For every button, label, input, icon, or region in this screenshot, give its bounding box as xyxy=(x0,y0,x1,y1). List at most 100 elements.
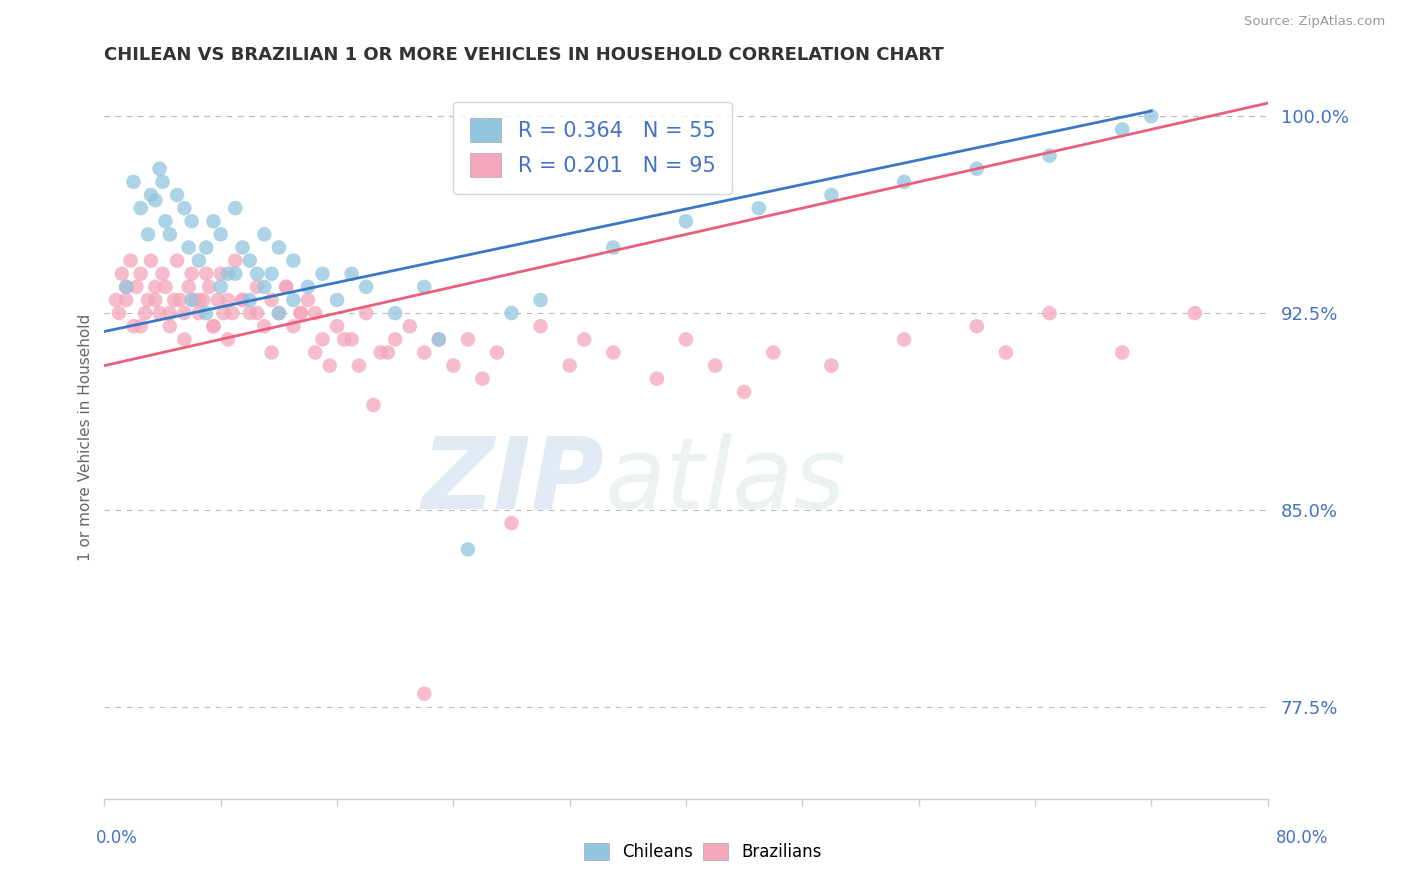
Point xyxy=(893,175,915,189)
Point xyxy=(253,280,276,294)
Point xyxy=(173,332,195,346)
Point xyxy=(173,201,195,215)
Point xyxy=(209,280,232,294)
Point xyxy=(231,240,253,254)
Text: ZIP: ZIP xyxy=(422,433,605,530)
Text: CHILEAN VS BRAZILIAN 1 OR MORE VEHICLES IN HOUSEHOLD CORRELATION CHART: CHILEAN VS BRAZILIAN 1 OR MORE VEHICLES … xyxy=(104,46,945,64)
Point xyxy=(370,345,392,359)
Point xyxy=(1111,122,1133,136)
Point xyxy=(239,293,262,307)
Point xyxy=(283,319,305,334)
Point xyxy=(115,280,138,294)
Point xyxy=(260,293,283,307)
Text: atlas: atlas xyxy=(605,433,846,530)
Point xyxy=(183,293,205,307)
Point xyxy=(326,293,349,307)
Point xyxy=(413,345,436,359)
Point xyxy=(354,280,377,294)
Point xyxy=(398,319,420,334)
Point xyxy=(304,306,326,320)
Point xyxy=(333,332,356,346)
Point xyxy=(129,201,152,215)
Point xyxy=(1038,148,1060,162)
Point xyxy=(163,293,186,307)
Point xyxy=(377,345,399,359)
Point xyxy=(217,293,239,307)
Point xyxy=(177,240,200,254)
Point xyxy=(149,306,172,320)
Point xyxy=(246,306,269,320)
Point xyxy=(574,332,596,346)
Point xyxy=(195,267,218,281)
Point xyxy=(115,293,138,307)
Point xyxy=(820,188,842,202)
Point xyxy=(253,319,276,334)
Point xyxy=(260,345,283,359)
Point xyxy=(129,319,152,334)
Point xyxy=(231,293,253,307)
Point xyxy=(340,332,363,346)
Point xyxy=(180,293,202,307)
Legend: Chileans, Brazilians: Chileans, Brazilians xyxy=(578,836,828,868)
Point xyxy=(173,306,195,320)
Point xyxy=(384,306,406,320)
Point xyxy=(413,687,436,701)
Point xyxy=(193,293,215,307)
Text: 0.0%: 0.0% xyxy=(96,829,138,847)
Point xyxy=(276,280,298,294)
Point xyxy=(260,267,283,281)
Point xyxy=(1184,306,1206,320)
Point xyxy=(347,359,370,373)
Point xyxy=(209,227,232,242)
Point xyxy=(1111,345,1133,359)
Point xyxy=(139,253,162,268)
Point xyxy=(159,319,181,334)
Point xyxy=(207,293,229,307)
Point xyxy=(994,345,1017,359)
Point xyxy=(297,280,319,294)
Point xyxy=(675,332,697,346)
Point xyxy=(221,306,243,320)
Text: 80.0%: 80.0% xyxy=(1277,829,1329,847)
Point xyxy=(485,345,508,359)
Point xyxy=(120,253,142,268)
Point xyxy=(762,345,785,359)
Point xyxy=(675,214,697,228)
Point xyxy=(149,161,172,176)
Point xyxy=(413,280,436,294)
Point xyxy=(290,306,312,320)
Point xyxy=(1140,109,1163,123)
Point xyxy=(159,306,181,320)
Point xyxy=(217,267,239,281)
Point xyxy=(384,332,406,346)
Point xyxy=(143,280,166,294)
Point xyxy=(187,253,209,268)
Point xyxy=(209,267,232,281)
Point xyxy=(602,345,624,359)
Legend: R = 0.364   N = 55, R = 0.201   N = 95: R = 0.364 N = 55, R = 0.201 N = 95 xyxy=(454,102,733,194)
Point xyxy=(202,319,225,334)
Point xyxy=(212,306,235,320)
Point xyxy=(340,267,363,281)
Point xyxy=(283,293,305,307)
Point xyxy=(276,280,298,294)
Point xyxy=(155,214,177,228)
Point xyxy=(427,332,450,346)
Point xyxy=(246,280,269,294)
Point xyxy=(143,193,166,207)
Point xyxy=(311,332,333,346)
Point xyxy=(501,516,523,530)
Point xyxy=(363,398,385,412)
Point xyxy=(246,267,269,281)
Point xyxy=(115,280,138,294)
Point xyxy=(143,293,166,307)
Point xyxy=(155,280,177,294)
Point xyxy=(239,253,262,268)
Point xyxy=(136,227,159,242)
Point xyxy=(202,319,225,334)
Point xyxy=(748,201,770,215)
Point xyxy=(111,267,134,281)
Text: Source: ZipAtlas.com: Source: ZipAtlas.com xyxy=(1244,15,1385,28)
Point xyxy=(304,345,326,359)
Point xyxy=(195,240,218,254)
